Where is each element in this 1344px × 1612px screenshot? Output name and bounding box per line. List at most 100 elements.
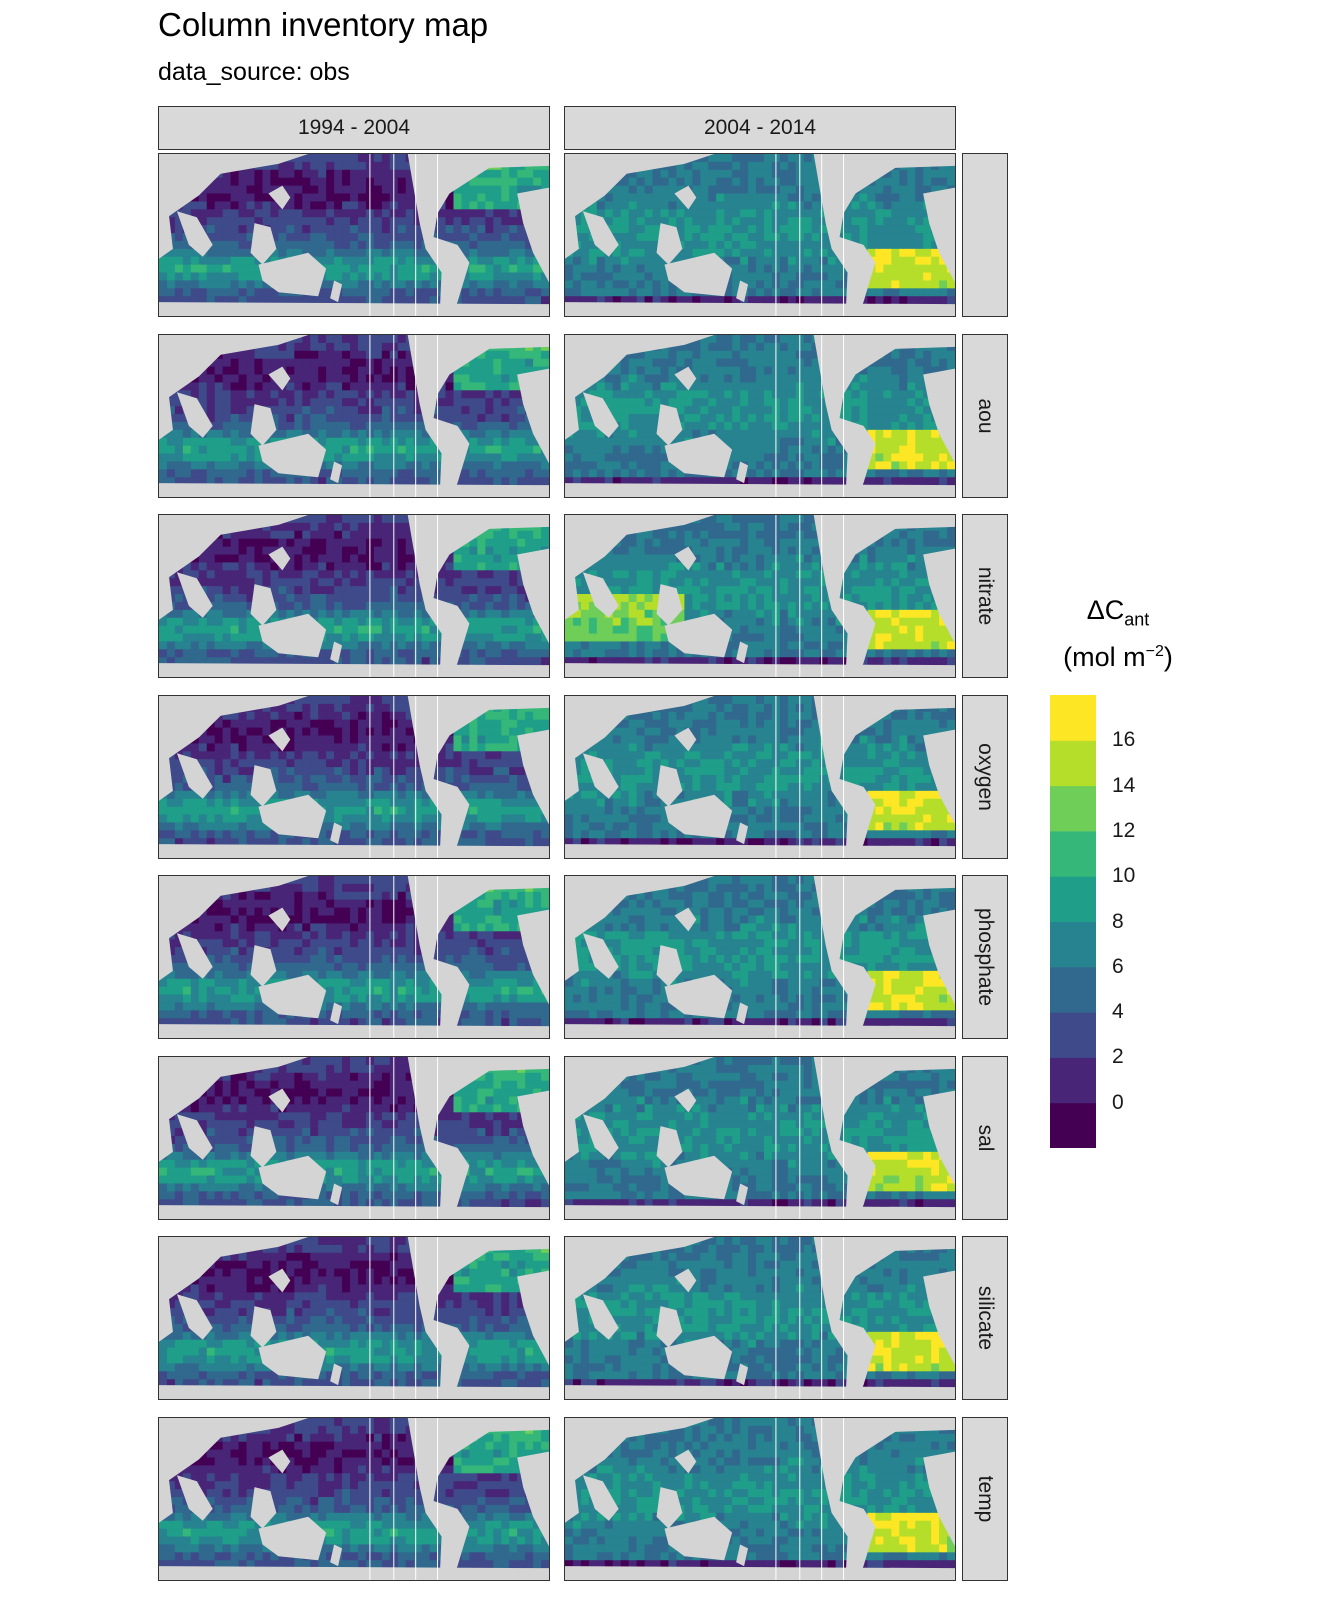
land-mass [565, 515, 715, 585]
land-mass [159, 843, 549, 858]
land-mass [250, 403, 277, 446]
land-mass [159, 1385, 549, 1399]
land-mass [565, 695, 715, 765]
land-mass [159, 1565, 549, 1580]
land-mass [159, 389, 173, 440]
land-mass [923, 1270, 955, 1366]
land-mass [565, 154, 715, 224]
land-mass [250, 584, 277, 626]
land-mass [664, 1516, 733, 1560]
land-mass [674, 1449, 697, 1473]
land-mass [159, 154, 309, 224]
land-mass [565, 482, 955, 497]
land-mass [565, 1565, 955, 1580]
land-mass [487, 1237, 549, 1245]
land-mass [923, 548, 955, 644]
land-mass [330, 821, 343, 844]
land-mass [664, 613, 733, 658]
land-mass [565, 1472, 579, 1523]
facet-strip-row-4: oxygen [962, 694, 1008, 859]
legend-tick-label: 12 [1112, 818, 1136, 842]
land-mass [736, 641, 749, 664]
land-mass [664, 974, 733, 1019]
land-mass [517, 368, 549, 463]
land-mass [674, 1268, 697, 1293]
land-mass [176, 1113, 213, 1160]
land-mass [517, 1270, 549, 1366]
land-mass [487, 1417, 549, 1426]
land-mass [159, 663, 549, 677]
land-mass [565, 389, 579, 440]
land-mass [517, 1451, 549, 1546]
land-mass [407, 1237, 549, 1399]
map-panel-r4-c1 [158, 694, 550, 859]
land-mass [487, 334, 549, 343]
land-mass [159, 1292, 173, 1342]
colorbar-bin [1050, 695, 1096, 741]
land-mass [923, 729, 955, 824]
land-mass [258, 252, 327, 297]
colorbar-bin [1050, 1057, 1096, 1104]
legend-tick-label: 2 [1112, 1045, 1124, 1069]
land-mass [674, 185, 697, 210]
land-mass [565, 209, 579, 259]
land-mass [664, 1155, 733, 1199]
land-mass [674, 907, 697, 932]
map-panel-r6-c2 [564, 1055, 956, 1220]
map-panel-r4-c2 [564, 694, 956, 859]
map-panel-r3-c1 [158, 514, 550, 678]
facet-strip-row-7: silicate [962, 1236, 1008, 1400]
land-mass [582, 1474, 619, 1521]
land-mass [330, 1543, 343, 1566]
legend-colorbar [1050, 695, 1096, 1148]
land-mass [330, 280, 343, 303]
land-mass [487, 695, 549, 704]
land-mass [159, 876, 309, 946]
land-mass [565, 1024, 955, 1038]
facet-strip-row-1 [962, 153, 1008, 317]
land-mass [923, 187, 955, 283]
land-mass [565, 876, 715, 946]
land-mass [893, 515, 955, 523]
land-mass [407, 515, 549, 677]
land-mass [674, 546, 697, 571]
land-mass [813, 695, 955, 858]
land-mass [736, 1182, 749, 1205]
land-mass [250, 223, 277, 265]
land-mass [258, 433, 327, 477]
map-panel-r8-c1 [158, 1416, 550, 1581]
land-mass [656, 223, 683, 265]
land-mass [582, 1113, 619, 1160]
land-mass [565, 1385, 955, 1399]
land-mass [736, 821, 749, 844]
land-mass [268, 907, 291, 932]
land-mass [407, 1417, 549, 1580]
land-mass [258, 974, 327, 1019]
facet-strip-row-2: aou [962, 333, 1008, 498]
facet-strip-col-1: 1994 - 2004 [158, 106, 550, 150]
legend-tick-label: 10 [1112, 864, 1136, 888]
land-mass [159, 570, 173, 620]
land-mass [176, 391, 213, 438]
land-mass [674, 727, 697, 751]
colorbar-bin [1050, 1012, 1096, 1058]
land-mass [736, 1543, 749, 1566]
land-mass [736, 1363, 749, 1386]
land-mass [565, 1417, 715, 1487]
land-mass [176, 1474, 213, 1521]
land-mass [258, 1335, 327, 1380]
land-mass [268, 1088, 291, 1112]
land-mass [487, 154, 549, 162]
land-mass [176, 211, 213, 257]
land-mass [582, 391, 619, 438]
colorbar-bin [1050, 876, 1096, 922]
land-mass [565, 1056, 715, 1126]
land-mass [159, 1417, 309, 1487]
land-mass [582, 211, 619, 257]
land-mass [258, 1516, 327, 1560]
land-mass [674, 1088, 697, 1112]
land-mass [159, 1024, 549, 1038]
land-mass [159, 515, 309, 585]
land-mass [813, 1237, 955, 1399]
land-mass [159, 931, 173, 981]
